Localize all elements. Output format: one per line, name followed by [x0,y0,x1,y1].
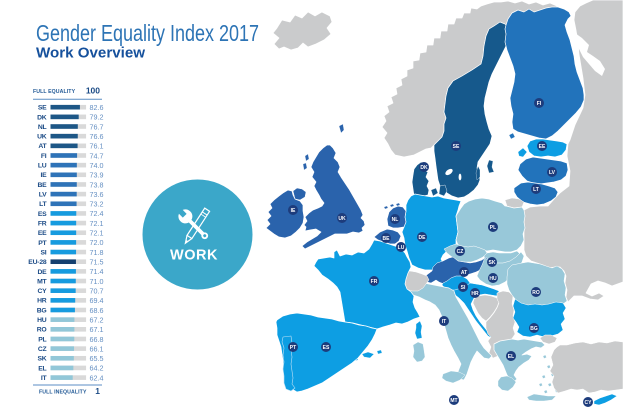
svg-text:EL: EL [508,354,514,360]
svg-text:62.4: 62.4 [90,373,104,382]
svg-text:65.5: 65.5 [90,354,104,363]
svg-text:72.1: 72.1 [90,229,104,238]
svg-text:CZ: CZ [457,249,464,255]
svg-text:BE: BE [383,236,391,242]
svg-text:64.2: 64.2 [90,364,104,373]
svg-text:HU: HU [489,276,497,282]
svg-text:SE: SE [38,105,47,112]
svg-text:NL: NL [392,217,399,223]
svg-text:FULL INEQUALITY: FULL INEQUALITY [39,390,87,396]
svg-text:74.7: 74.7 [90,151,104,160]
svg-text:EL: EL [38,365,46,372]
svg-text:MT: MT [450,398,457,404]
svg-text:76.7: 76.7 [90,122,104,131]
svg-text:73.9: 73.9 [90,171,104,180]
svg-text:ES: ES [323,345,330,351]
svg-text:74.0: 74.0 [90,161,104,170]
svg-text:73.8: 73.8 [90,180,104,189]
svg-text:IT: IT [41,375,48,382]
svg-text:IE: IE [40,172,47,179]
svg-text:LV: LV [39,192,47,199]
svg-text:HR: HR [37,298,47,305]
svg-text:DE: DE [419,235,427,241]
svg-text:67.2: 67.2 [90,315,104,324]
svg-text:CZ: CZ [38,346,47,353]
svg-text:UK: UK [37,134,47,141]
svg-text:100: 100 [86,86,100,96]
svg-text:FULL EQUALITY: FULL EQUALITY [33,89,76,95]
svg-text:EU-28: EU-28 [28,259,47,266]
svg-text:PT: PT [290,345,296,351]
svg-text:PL: PL [490,225,496,231]
svg-text:70.7: 70.7 [90,286,104,295]
svg-text:71.4: 71.4 [90,267,104,276]
svg-text:72.4: 72.4 [90,209,104,218]
svg-text:AT: AT [461,270,467,276]
svg-text:73.6: 73.6 [90,190,104,199]
svg-text:SI: SI [40,249,46,256]
svg-text:LU: LU [38,163,47,170]
svg-text:EE: EE [539,144,546,150]
svg-text:CY: CY [585,400,593,406]
svg-text:68.6: 68.6 [90,306,104,315]
svg-text:SE: SE [453,144,460,150]
svg-text:LT: LT [533,187,539,193]
svg-text:RO: RO [37,327,47,334]
svg-text:MT: MT [37,278,47,285]
svg-text:IE: IE [291,208,296,214]
svg-text:Gender Equality Index 2017: Gender Equality Index 2017 [36,20,259,46]
svg-text:ES: ES [38,211,47,218]
svg-text:66.8: 66.8 [90,335,104,344]
svg-text:67.1: 67.1 [90,325,104,334]
svg-text:UK: UK [338,216,346,222]
svg-text:73.2: 73.2 [90,200,104,209]
svg-text:69.4: 69.4 [90,296,104,305]
svg-text:LU: LU [398,245,405,251]
svg-text:LT: LT [39,201,47,208]
svg-text:FR: FR [371,279,378,285]
svg-text:PL: PL [38,336,46,343]
svg-text:HU: HU [37,317,47,324]
svg-text:FR: FR [38,220,47,227]
svg-text:76.6: 76.6 [90,132,104,141]
svg-text:BE: BE [37,182,47,189]
svg-text:AT: AT [38,143,47,150]
svg-text:72.0: 72.0 [90,238,104,247]
svg-text:79.2: 79.2 [90,113,104,122]
svg-text:DK: DK [37,114,47,121]
svg-text:SI: SI [461,285,466,291]
svg-text:SK: SK [489,260,496,266]
svg-text:NL: NL [38,124,47,131]
svg-text:SK: SK [37,356,46,363]
svg-text:DK: DK [420,165,428,171]
svg-text:IT: IT [442,319,446,325]
svg-text:DE: DE [37,269,47,276]
svg-text:71.5: 71.5 [90,258,104,267]
svg-text:PT: PT [38,240,47,247]
svg-text:71.8: 71.8 [90,248,104,257]
svg-text:66.1: 66.1 [90,344,104,353]
svg-text:LV: LV [549,170,556,176]
svg-text:76.1: 76.1 [90,142,104,151]
svg-text:HR: HR [471,291,479,297]
svg-text:82.6: 82.6 [90,103,104,112]
svg-text:71.0: 71.0 [90,277,104,286]
svg-text:FI: FI [537,101,542,107]
svg-text:CY: CY [37,288,47,295]
svg-text:BG: BG [530,326,538,332]
svg-text:FI: FI [41,153,47,160]
svg-text:RO: RO [532,290,540,296]
svg-text:BG: BG [37,307,47,314]
svg-text:Work Overview: Work Overview [36,46,146,62]
svg-text:WORK: WORK [170,248,218,264]
svg-text:EE: EE [38,230,47,237]
svg-text:1: 1 [95,386,100,396]
svg-text:72.1: 72.1 [90,219,104,228]
